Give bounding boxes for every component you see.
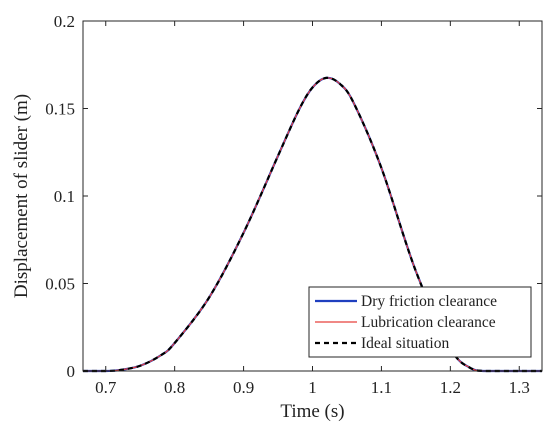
y-tick-label: 0 <box>67 362 76 381</box>
x-axis-label: Time (s) <box>280 401 344 422</box>
x-axis-ticks: 0.7 0.8 0.9 1 1.1 1.2 1.3 <box>95 21 530 397</box>
x-tick-label: 1.2 <box>440 378 461 397</box>
legend: Dry friction clearance Lubrication cleara… <box>308 286 532 358</box>
legend-label-2: Lubrication clearance <box>361 314 496 331</box>
series-line-3 <box>82 76 542 373</box>
y-tick-label: 0.1 <box>54 187 75 206</box>
x-tick-label: 1.1 <box>371 378 392 397</box>
legend-label-1: Dry friction clearance <box>361 293 497 310</box>
x-tick-label: 0.8 <box>164 378 185 397</box>
series-layer <box>82 76 542 373</box>
y-axis-ticks: 0 0.05 0.1 0.15 0.2 <box>45 12 542 381</box>
y-tick-label: 0.2 <box>54 12 75 31</box>
y-axis-label: Displacement of slider (m) <box>11 94 32 298</box>
x-tick-label: 0.9 <box>233 378 254 397</box>
y-tick-label: 0.05 <box>45 275 75 294</box>
legend-items: Dry friction clearance Lubrication cleara… <box>315 293 497 352</box>
x-tick-label: 1.3 <box>509 378 530 397</box>
y-tick-label: 0.15 <box>45 100 75 119</box>
legend-label-3: Ideal situation <box>361 335 449 352</box>
x-tick-label: 1 <box>308 378 317 397</box>
x-tick-label: 0.7 <box>95 378 117 397</box>
